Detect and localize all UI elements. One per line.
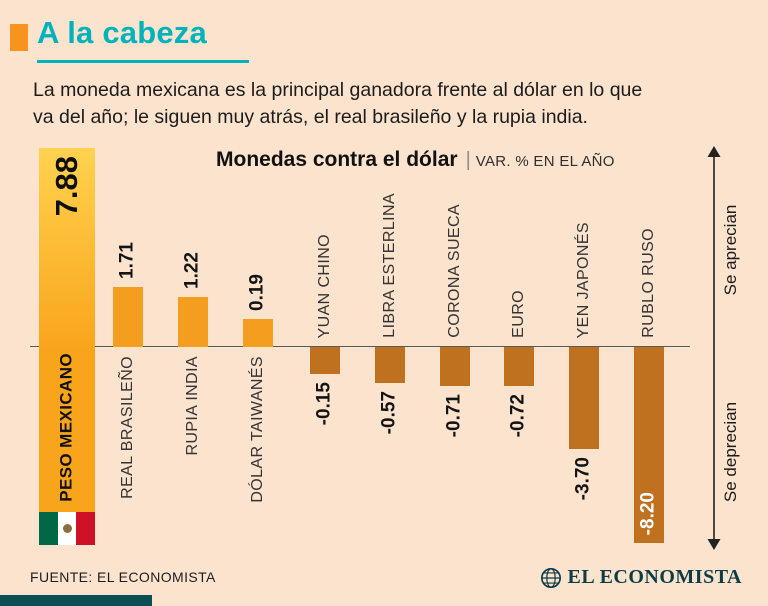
kicker-square bbox=[10, 24, 28, 51]
chart-unit-label: VAR. % EN EL AÑO bbox=[475, 153, 615, 170]
bar-value-label: 1.71 bbox=[116, 242, 138, 279]
bar-value-label: -3.70 bbox=[572, 457, 594, 501]
bar-value-label: -0.71 bbox=[443, 394, 465, 438]
bar-category-label: LIBRA ESTERLINA bbox=[381, 193, 399, 338]
title-underline bbox=[37, 60, 249, 63]
bar-corona-sueca bbox=[440, 347, 470, 386]
zero-axis-line bbox=[30, 346, 690, 347]
bar-peso-mexicano bbox=[39, 148, 95, 512]
bar-category-label: YUAN CHINO bbox=[316, 233, 334, 338]
bar-rublo-ruso bbox=[634, 347, 664, 543]
bar-value-label: -0.15 bbox=[313, 382, 335, 426]
bar-libra-esterlina bbox=[375, 347, 405, 383]
bar-value-label: 1.22 bbox=[181, 252, 203, 289]
mexico-flag-icon bbox=[39, 512, 96, 545]
bar-category-label: DÓLAR TAIWANÉS bbox=[249, 356, 267, 503]
bar-euro bbox=[504, 347, 534, 386]
bar-category-label: RUPIA INDIA bbox=[184, 356, 202, 456]
bar-rupia-india bbox=[178, 297, 208, 347]
bar-value-label: -0.72 bbox=[507, 394, 529, 438]
bar-value-label: -8.20 bbox=[637, 491, 659, 535]
bar-value-label: 0.19 bbox=[246, 274, 268, 311]
bar-category-label: REAL BRASILEÑO bbox=[119, 356, 137, 499]
lede-line-1: La moneda mexicana es la principal ganad… bbox=[33, 79, 643, 101]
bar-value-label: -0.57 bbox=[378, 391, 400, 435]
bar-chart: 7.88 PESO MEXICANO 1.71 REAL BRASILEÑO 1.22 R… bbox=[30, 148, 690, 548]
bar-category-label: EURO bbox=[510, 290, 528, 338]
appreciate-label: Se aprecian bbox=[721, 204, 740, 296]
appreciation-direction-arrow-icon bbox=[707, 146, 721, 550]
globe-icon bbox=[540, 567, 561, 588]
bar-category-label: CORONA SUECA bbox=[446, 204, 464, 338]
chart-title-separator: | bbox=[465, 149, 471, 171]
bar-value-label: 7.88 bbox=[48, 156, 84, 217]
publisher-name: EL ECONOMISTA bbox=[567, 566, 742, 588]
chart-title-row: Monedas contra el dólar | VAR. % EN EL AÑO bbox=[216, 148, 615, 172]
source-note: FUENTE: EL ECONOMISTA bbox=[30, 569, 216, 585]
bar-yen-japones bbox=[569, 347, 599, 449]
bar-category-label: RUBLO RUSO bbox=[640, 228, 658, 338]
publisher-logo: EL ECONOMISTA bbox=[540, 566, 743, 589]
bar-dolar-taiwanes bbox=[243, 319, 273, 347]
lede-text: La moneda mexicana es la principal ganad… bbox=[33, 77, 748, 132]
page-title: A la cabeza bbox=[37, 15, 207, 50]
bar-category-label: PESO MEXICANO bbox=[56, 353, 76, 502]
lede-line-2: va del año; le siguen muy atrás, el real… bbox=[33, 106, 588, 129]
depreciate-label: Se deprecian bbox=[721, 401, 740, 503]
chart-title: Monedas contra el dólar bbox=[216, 148, 458, 171]
bar-yuan-chino bbox=[310, 347, 340, 374]
footer-corner-strip bbox=[0, 595, 152, 606]
bar-category-label: YEN JAPONÉS bbox=[575, 221, 593, 338]
bar-real-brasileno bbox=[113, 287, 143, 347]
